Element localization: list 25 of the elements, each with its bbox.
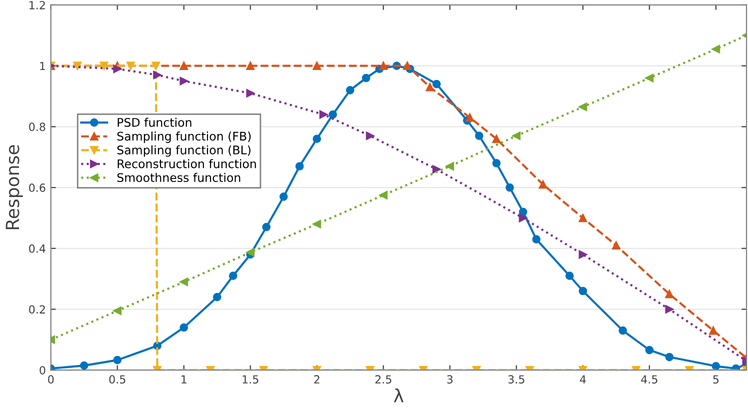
legend-label: Sampling function (FB)	[117, 132, 251, 143]
legend-label: PSD function	[118, 118, 192, 127]
x-tick-label: 1	[182, 375, 186, 384]
x-tick-label: 4.5	[641, 375, 658, 384]
x-tick-label: 2	[314, 375, 320, 384]
legend-label: Reconstruction function	[118, 159, 256, 168]
y-tick-label: 0.4	[29, 244, 46, 253]
x-tick-label: 1.5	[242, 375, 258, 384]
y-axis-title: Response	[6, 145, 23, 230]
y-tick-label: 0.2	[29, 305, 45, 314]
x-tick-label: 3.5	[508, 375, 524, 384]
x-tick-label: 4	[580, 375, 586, 384]
x-tick-label: 3	[447, 375, 453, 384]
x-tick-label: 5	[713, 375, 718, 384]
y-tick-label: 1	[40, 62, 45, 70]
legend-label: Sampling function (BL)	[117, 145, 250, 157]
y-tick-label: 0	[40, 366, 46, 374]
x-tick-label: 0.5	[109, 375, 126, 384]
y-tick-label: 0.8	[29, 122, 46, 132]
y-tick-label: 0.6	[29, 184, 46, 192]
x-tick-label: 2.5	[375, 375, 392, 384]
legend-label: Smoothness function	[117, 172, 240, 182]
x-tick-label: 0	[48, 375, 54, 384]
y-tick-label: 1.2	[30, 0, 45, 10]
x-axis-title: λ	[394, 388, 404, 402]
